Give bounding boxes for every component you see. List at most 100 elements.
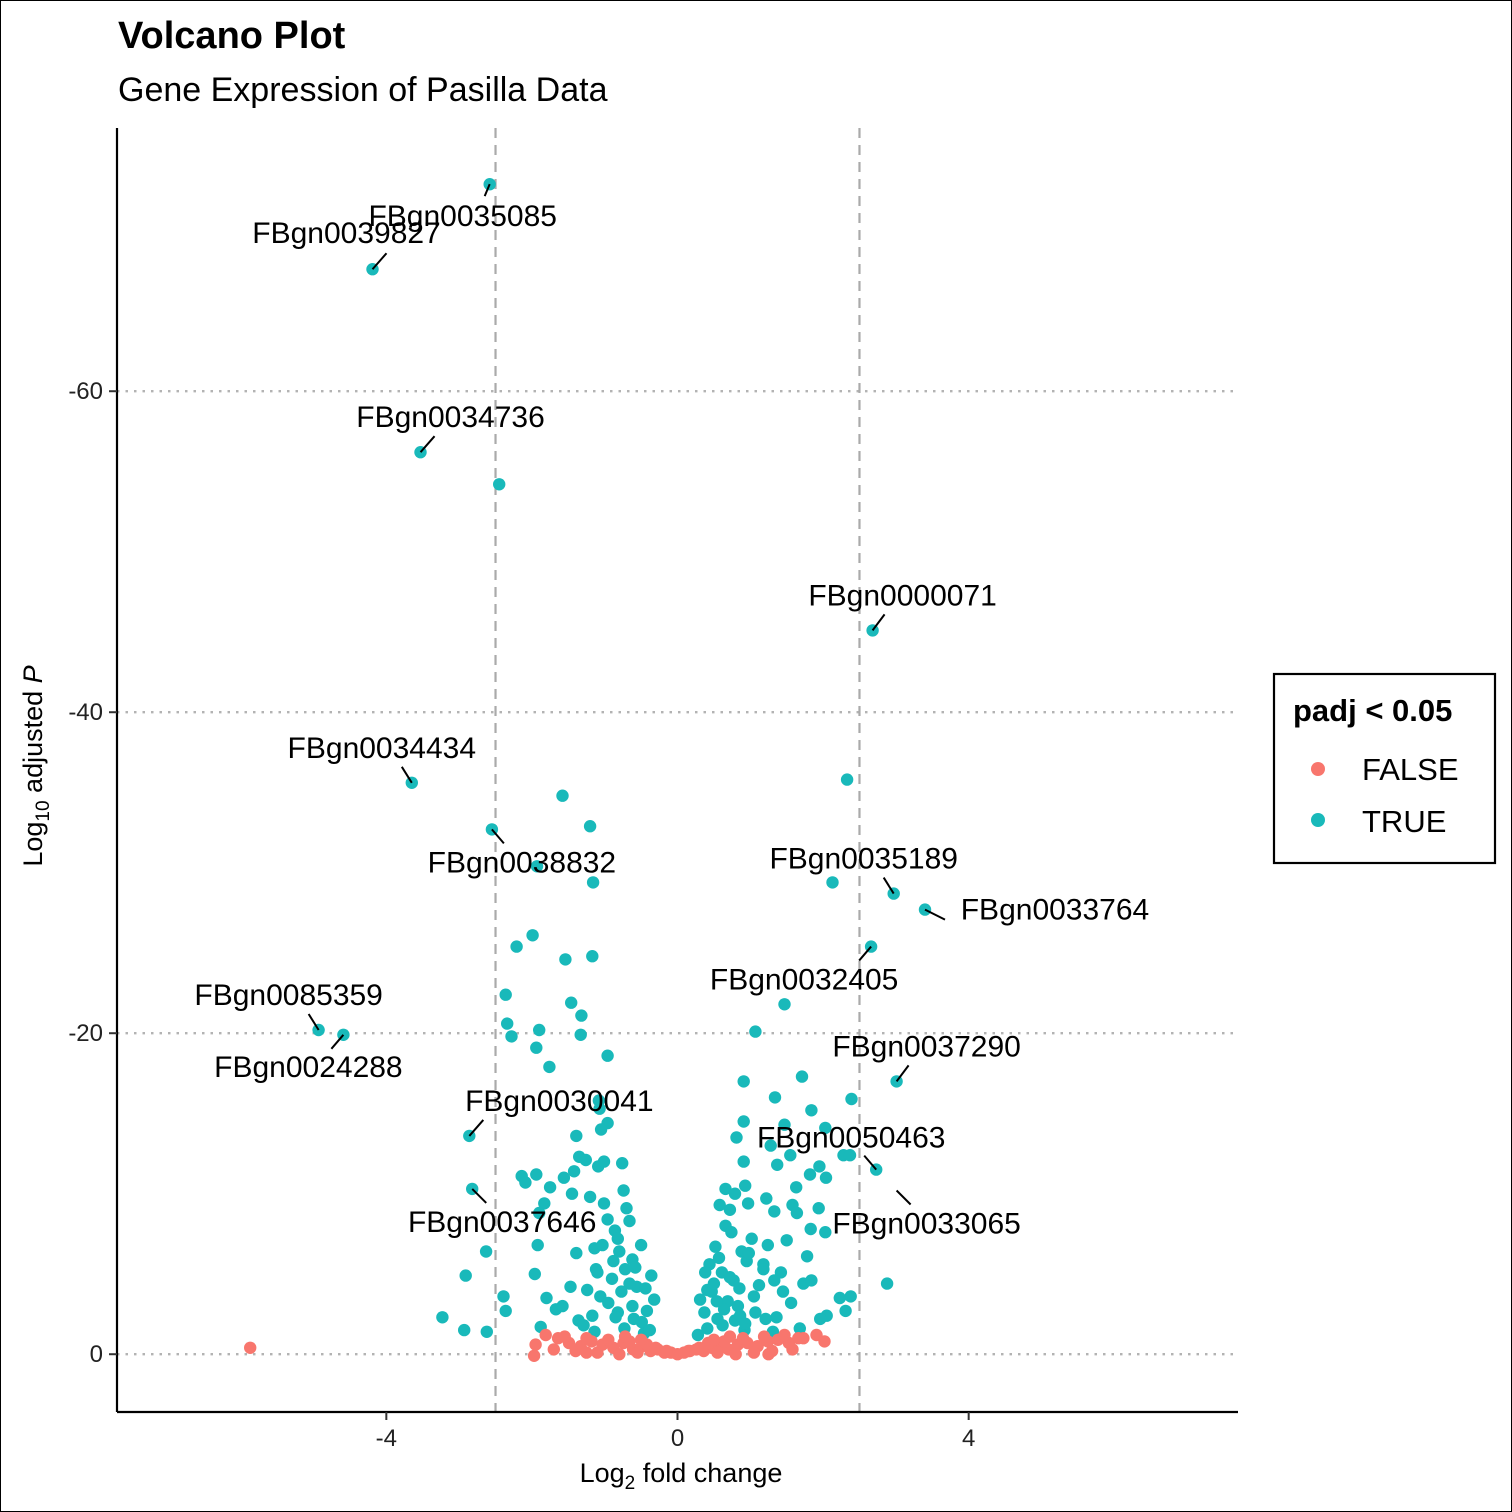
point-true (583, 1190, 597, 1204)
point-false (792, 1332, 805, 1345)
point-true (574, 1028, 587, 1042)
label-connector (895, 1064, 910, 1082)
point-true (583, 820, 597, 833)
x-axis-title-subscript: 2 (625, 1473, 636, 1494)
gene-label: FBgn0024288 (214, 1051, 403, 1084)
y-tick-label: -60 (68, 378, 103, 405)
y-tick-label: -40 (68, 699, 103, 726)
point-true (698, 1306, 711, 1319)
point-true (761, 1238, 774, 1252)
point-true (699, 1266, 712, 1279)
point-true (717, 1303, 731, 1316)
point-true (629, 1261, 642, 1274)
point-true (538, 1197, 551, 1210)
point-true (577, 1319, 590, 1332)
point-true (565, 1187, 579, 1200)
point-false (569, 1344, 582, 1358)
point-true (543, 1181, 557, 1194)
label-connector (491, 828, 505, 845)
point-true (597, 1155, 611, 1168)
point-false (736, 1332, 750, 1345)
label-connector (871, 613, 886, 631)
point-true (594, 1123, 608, 1136)
point-true (519, 1176, 532, 1189)
legend-box (1272, 672, 1497, 865)
point-true (540, 1291, 553, 1305)
label-connector (924, 908, 946, 921)
point-true (780, 1234, 793, 1247)
point-true (635, 1315, 648, 1329)
point-false (580, 1346, 593, 1359)
point-true (586, 1309, 599, 1322)
point-true (528, 1267, 541, 1281)
point-true (749, 1025, 762, 1038)
point-false (649, 1341, 662, 1355)
legend-label-true: TRUE (1362, 804, 1446, 839)
label-connector (895, 1189, 912, 1206)
point-true (845, 1092, 858, 1106)
point-true (530, 1041, 543, 1054)
point-true (556, 789, 569, 802)
point-true (458, 1323, 471, 1337)
point-true (739, 1317, 752, 1330)
point-false (558, 1330, 571, 1343)
point-true (731, 1299, 745, 1313)
point-true (586, 950, 599, 963)
point-false (631, 1346, 644, 1359)
legend: padj < 0.05 FALSE TRUE (1272, 672, 1497, 865)
point-true (557, 1171, 571, 1184)
point-true (764, 1139, 777, 1152)
gene-label: FBgn0033065 (832, 1208, 1021, 1241)
point-true (616, 1157, 629, 1170)
point-true (843, 1149, 857, 1162)
point-true (739, 1179, 752, 1192)
point-true (510, 940, 523, 953)
y-axis-title: Log10 adjusted P (18, 665, 54, 866)
point-false (660, 1344, 673, 1358)
point-true (613, 1245, 626, 1258)
gene-label: FBgn0038832 (428, 846, 617, 879)
gene-label: FBgn0037290 (832, 1030, 1021, 1063)
gene-label: FBgn0030041 (465, 1085, 654, 1118)
label-connector (400, 766, 413, 784)
point-true (819, 1121, 832, 1135)
y-tick-label: -20 (68, 1020, 103, 1047)
point-false (711, 1346, 724, 1359)
point-true (790, 1206, 804, 1220)
point-true (795, 1070, 809, 1083)
point-false (778, 1328, 791, 1342)
point-true (800, 1250, 814, 1263)
point-true (565, 996, 578, 1009)
point-false (723, 1330, 737, 1343)
point-false (729, 1348, 742, 1361)
point-true (710, 1295, 723, 1308)
gene-label: FBgn0034736 (356, 401, 545, 434)
label-connector (419, 435, 436, 453)
point-true (602, 1296, 615, 1310)
point-true (436, 1311, 449, 1324)
point-true (543, 1060, 556, 1074)
label-connector (858, 945, 872, 962)
point-true (556, 1299, 569, 1313)
point-true (713, 1198, 726, 1212)
point-true (730, 1131, 743, 1144)
gene-label: FBgn0000071 (808, 579, 997, 612)
y-axis-title-rest: adjusted (18, 683, 48, 800)
point-false (580, 1332, 593, 1345)
point-true (533, 1206, 546, 1220)
point-true (643, 1323, 656, 1337)
point-true (747, 1290, 761, 1303)
point-true (570, 1246, 583, 1260)
point-true (737, 1115, 750, 1128)
gene-label: FBgn0035085 (368, 200, 557, 233)
data-points (244, 178, 932, 1363)
point-true (611, 1232, 624, 1245)
point-true (812, 1202, 825, 1215)
threshold-lines (494, 128, 861, 1412)
label-connector (471, 1188, 487, 1204)
point-true (768, 1091, 782, 1104)
point-true (691, 1328, 705, 1342)
point-true (803, 1168, 817, 1181)
point-true (575, 1009, 588, 1022)
point-true (793, 1322, 806, 1335)
